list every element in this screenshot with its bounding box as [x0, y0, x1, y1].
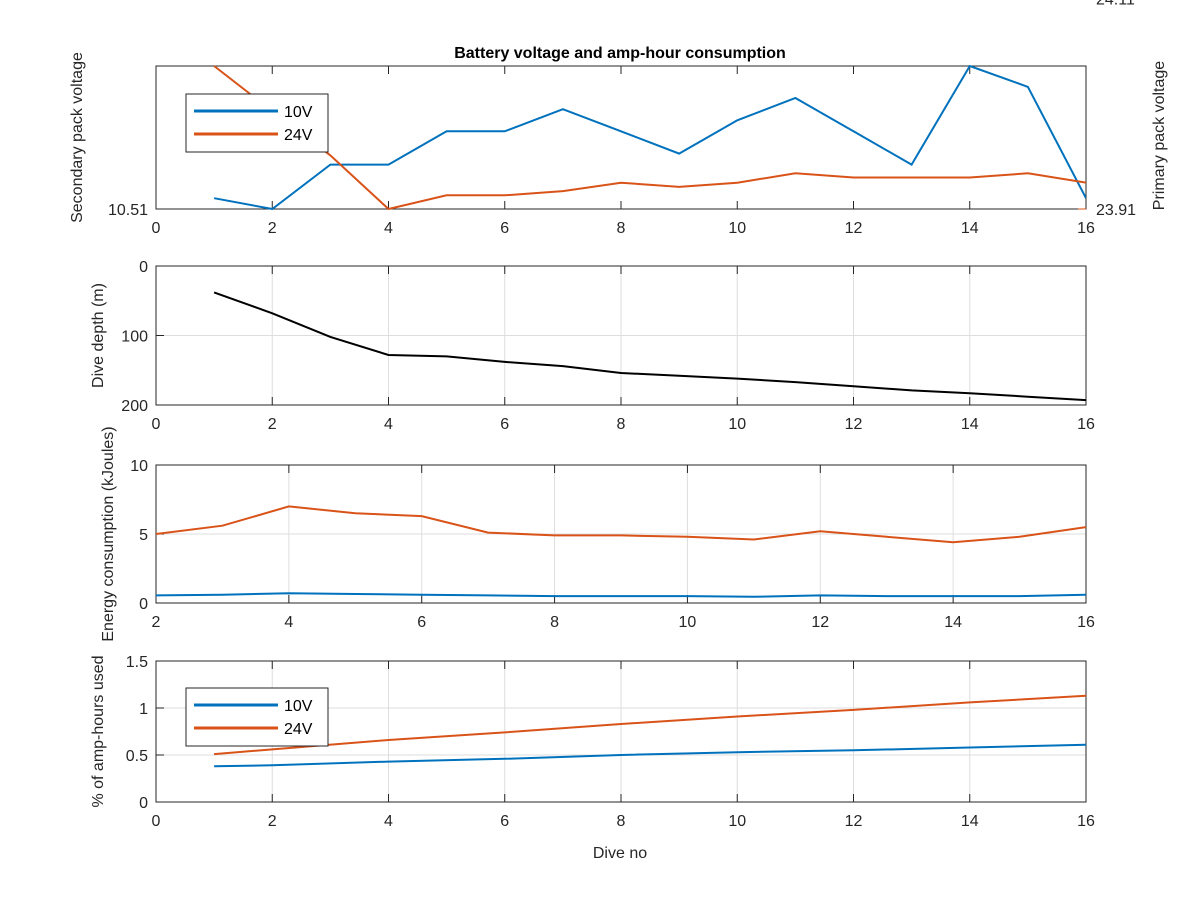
- legend-label-10V: 10V: [284, 104, 313, 121]
- y-axis-label: Secondary pack voltage: [69, 52, 86, 223]
- subplot-4: 0 2 4 6 8 10 12 14 16 0 0.5 1 1.5 % of amp-hours used…: [90, 654, 1095, 830]
- y-axis-label: Dive depth (m): [90, 283, 107, 388]
- x-tick-label: 14: [961, 416, 979, 433]
- x-tick-label: 10: [728, 220, 746, 237]
- x-tick-label: 0: [152, 220, 161, 237]
- x-tick-label: 10: [728, 813, 746, 830]
- y-tick-label: 0: [139, 259, 148, 276]
- x-axis-label: Dive no: [593, 845, 647, 862]
- x-tick-label: 2: [268, 416, 277, 433]
- x-tick-label: 4: [284, 614, 293, 631]
- x-tick-label: 2: [152, 614, 161, 631]
- x-tick-label: 8: [617, 416, 626, 433]
- x-tick-label: 12: [845, 813, 863, 830]
- y-tick-label: 10: [130, 458, 148, 475]
- x-tick-label: 0: [152, 813, 161, 830]
- y-tick-label: 0.5: [126, 748, 148, 765]
- y-tick-label: 100: [121, 329, 148, 346]
- x-tick-label: 2: [268, 220, 277, 237]
- x-tick-label: 6: [417, 614, 426, 631]
- y-tick-label: 1: [139, 701, 148, 718]
- series-line-1: [156, 592, 1086, 598]
- x-tick-label: 14: [961, 813, 979, 830]
- x-tick-label: 4: [384, 220, 393, 237]
- series-line-1: [213, 291, 1086, 402]
- series-line-24V: [214, 694, 1086, 756]
- x-tick-label: 14: [944, 614, 962, 631]
- legend-label-10V: 10V: [284, 698, 313, 715]
- x-tick-label: 6: [500, 220, 509, 237]
- legend-label-24V: 24V: [284, 721, 313, 738]
- subplot-1: 0 2 4 6 8 10 12 14 16 10.51 24.11 23.91 Primary pack…: [69, 0, 1168, 237]
- series-line-24V: [213, 65, 1086, 210]
- series-line-10V: [213, 65, 1086, 210]
- y-tick-label: 10.51: [108, 202, 148, 219]
- x-tick-label: 16: [1077, 813, 1095, 830]
- subplot-3: 2 4 6 8 10 12 14 16 0 5 10 Energy consumption (kJou…: [100, 426, 1095, 641]
- series-line-2: [156, 505, 1086, 544]
- x-tick-label: 8: [617, 813, 626, 830]
- x-tick-label: 8: [617, 220, 626, 237]
- x-tick-label: 4: [384, 813, 393, 830]
- y-tick-label: 5: [139, 527, 148, 544]
- x-tick-label: 16: [1077, 416, 1095, 433]
- legend-label-24V: 24V: [284, 127, 313, 144]
- x-tick-label: 12: [845, 416, 863, 433]
- series-line-10V: [214, 743, 1086, 768]
- y-axis-label: % of amp-hours used: [90, 655, 107, 807]
- legend-box: [185, 93, 329, 153]
- figure-title: Battery voltage and amp-hour consumption: [454, 45, 786, 62]
- x-tick-label: 16: [1077, 220, 1095, 237]
- y-right-tick-label: 24.11: [1096, 0, 1135, 9]
- x-tick-label: 4: [384, 416, 393, 433]
- x-tick-label: 10: [728, 416, 746, 433]
- y-right-axis-label: Primary pack voltage: [1151, 61, 1168, 210]
- x-tick-label: 0: [152, 416, 161, 433]
- x-tick-label: 14: [961, 220, 979, 237]
- y-tick-label: 1.5: [126, 654, 148, 671]
- y-tick-label: 200: [121, 398, 148, 415]
- x-tick-label: 6: [500, 416, 509, 433]
- x-tick-label: 8: [550, 614, 559, 631]
- x-tick-label: 10: [679, 614, 697, 631]
- x-tick-label: 12: [845, 220, 863, 237]
- y-axis-label: Energy consumption (kJoules): [100, 426, 117, 641]
- subplot-2: 0 2 4 6 8 10 12 14 16 0 100 200 Dive depth (m): [90, 259, 1095, 433]
- x-tick-label: 16: [1077, 614, 1095, 631]
- x-tick-label: 2: [268, 813, 277, 830]
- y-tick-label: 0: [139, 795, 148, 812]
- y-tick-label: 0: [139, 596, 148, 613]
- y-right-tick-label: 23.91: [1096, 202, 1136, 219]
- x-tick-label: 12: [811, 614, 829, 631]
- x-tick-label: 6: [500, 813, 509, 830]
- legend-box: [185, 687, 329, 747]
